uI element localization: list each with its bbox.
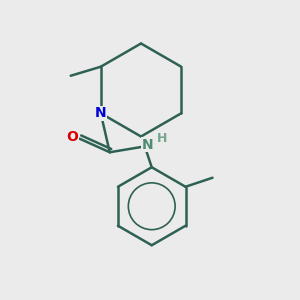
Text: N: N — [95, 106, 106, 120]
Text: H: H — [157, 132, 167, 145]
Text: O: O — [66, 130, 78, 144]
Text: N: N — [141, 138, 153, 152]
